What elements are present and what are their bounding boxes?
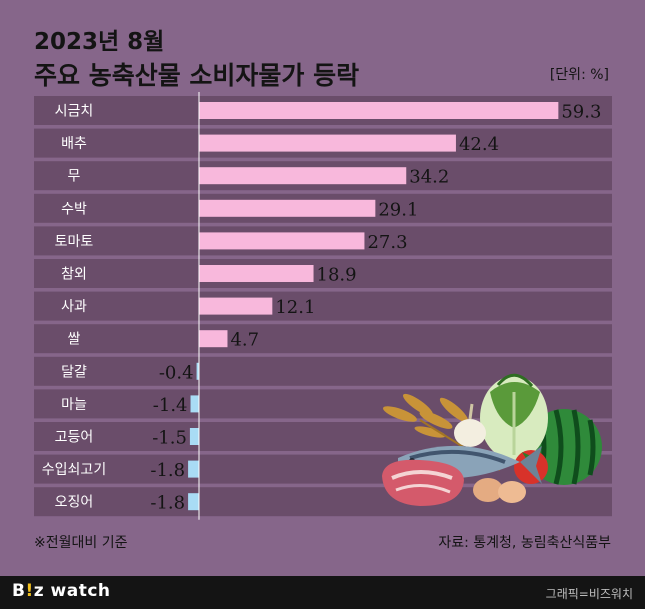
category-label: 참외 <box>61 267 87 283</box>
bar <box>190 395 199 413</box>
bar <box>199 134 456 152</box>
cabbage-illustration <box>480 373 548 460</box>
value-label: 59.3 <box>561 102 601 123</box>
value-label: 42.4 <box>459 134 499 155</box>
value-label: 18.9 <box>317 265 357 286</box>
category-label: 마늘 <box>61 397 87 413</box>
category-label: 토마토 <box>55 234 94 250</box>
bar <box>199 167 407 185</box>
row-band <box>34 324 612 354</box>
value-label: -0.4 <box>159 362 194 383</box>
value-label: -1.8 <box>150 460 185 481</box>
bar <box>199 330 228 348</box>
bar <box>199 297 273 315</box>
bar <box>199 102 559 119</box>
logo-prefix: B <box>12 581 26 601</box>
source-note: 자료: 통계청, 농림축산식품부 <box>438 535 611 551</box>
bar <box>196 362 199 380</box>
unit-label: [단위: %] <box>549 67 609 83</box>
category-label: 사과 <box>61 299 87 315</box>
category-label: 무 <box>68 169 81 185</box>
bar <box>199 232 365 250</box>
bar <box>188 460 199 478</box>
value-label: 4.7 <box>230 330 259 351</box>
category-label: 수박 <box>61 201 87 217</box>
value-label: -1.4 <box>153 395 188 416</box>
bar <box>199 199 376 217</box>
category-label: 쌀 <box>68 332 81 348</box>
value-label: 34.2 <box>409 167 449 188</box>
footer-bar: B!z watch 그래픽=비즈워치 <box>0 576 645 609</box>
category-label: 배추 <box>61 136 87 152</box>
logo-suffix: z watch <box>33 581 111 601</box>
beef-illustration <box>382 459 464 506</box>
bar <box>199 265 314 282</box>
logo-accent: ! <box>25 581 34 601</box>
bar <box>189 428 199 445</box>
garlic-illustration <box>454 403 486 447</box>
category-label: 달걀 <box>61 364 87 380</box>
category-label: 고등어 <box>55 430 94 446</box>
value-label: -1.8 <box>150 493 185 514</box>
graphic-credit: 그래픽=비즈워치 <box>545 587 633 601</box>
eggs-illustration <box>473 478 526 503</box>
bizwatch-logo: B!z watch <box>12 581 111 601</box>
category-label: 수입쇠고기 <box>42 462 106 478</box>
value-label: -1.5 <box>152 428 187 449</box>
value-label: 12.1 <box>275 297 315 318</box>
row-band <box>34 291 612 321</box>
row-band <box>34 259 612 288</box>
category-label: 시금치 <box>55 104 94 120</box>
footnote: ※전월대비 기준 <box>34 535 128 551</box>
category-label: 오징어 <box>55 495 94 511</box>
chart-title-line1: 2023년 8월 <box>34 29 165 55</box>
bar <box>188 493 199 511</box>
chart-title-line2: 주요 농축산물 소비자물가 등락 <box>34 61 360 90</box>
bar-chart: 시금치 59.3 배추 42.4 무 34.2 수박 29.1 토마토 27.3 참외 18.9 사과 1… <box>34 92 612 520</box>
produce-illustration <box>382 373 602 506</box>
value-label: 29.1 <box>378 199 418 220</box>
value-label: 27.3 <box>367 232 407 253</box>
